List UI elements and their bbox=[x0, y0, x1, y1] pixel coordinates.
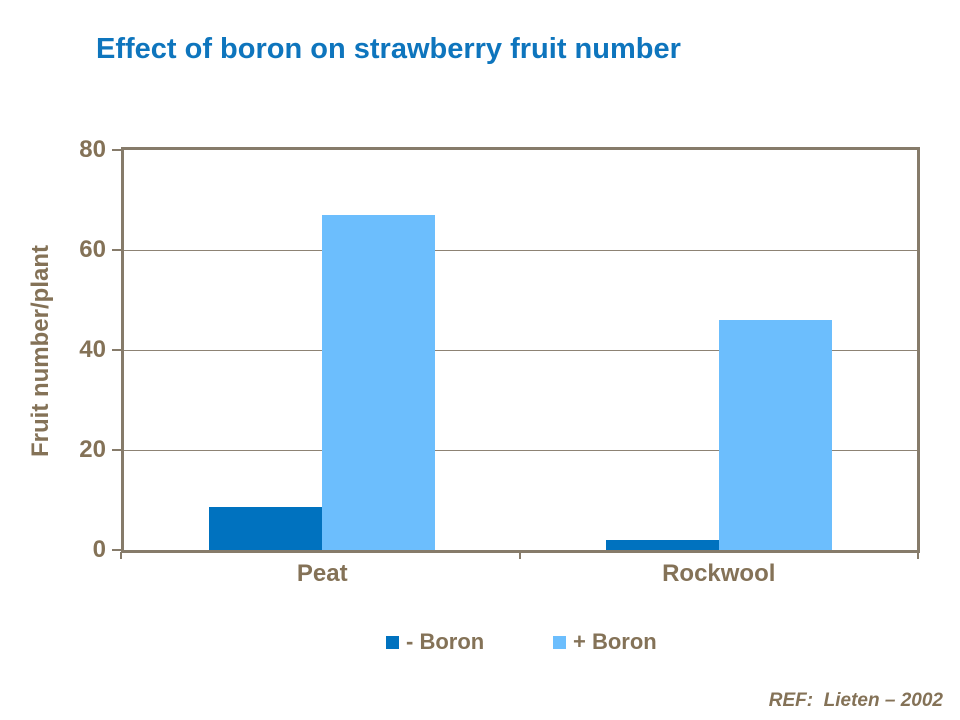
bar-boron-peat bbox=[322, 215, 436, 550]
x-tick-mark-0 bbox=[120, 552, 122, 559]
gridline-40 bbox=[124, 349, 917, 351]
x-tick-mark-2 bbox=[917, 552, 919, 559]
legend-item-boron: - Boron bbox=[386, 629, 485, 654]
y-tick-label-80: 80 bbox=[79, 136, 106, 163]
bar-boron-rockwool bbox=[718, 320, 832, 550]
y-tick-label-0: 0 bbox=[92, 536, 106, 563]
y-tick-mark-80 bbox=[112, 149, 121, 151]
gridline-20 bbox=[124, 449, 917, 451]
y-tick-label-40: 40 bbox=[79, 336, 106, 363]
plot-area bbox=[121, 147, 920, 553]
reference-text: REF: Lieten – 2002 bbox=[768, 690, 943, 711]
legend-swatch-boron bbox=[553, 635, 566, 649]
legend-item-boron: + Boron bbox=[553, 629, 657, 654]
y-axis-title: Fruit number/plant bbox=[27, 245, 54, 457]
x-tick-mark-1 bbox=[518, 552, 521, 559]
bar-boron-peat bbox=[209, 507, 323, 550]
y-tick-mark-40 bbox=[112, 349, 121, 351]
legend-label-boron: - Boron bbox=[406, 629, 485, 654]
legend-label-boron: + Boron bbox=[573, 629, 657, 654]
legend-swatch-boron bbox=[386, 635, 399, 649]
category-label-peat: Peat bbox=[296, 560, 348, 587]
gridline-60 bbox=[124, 249, 917, 251]
y-tick-label-60: 60 bbox=[79, 236, 106, 263]
y-tick-mark-0 bbox=[112, 549, 121, 551]
y-tick-mark-60 bbox=[112, 249, 121, 251]
category-label-rockwool: Rockwool bbox=[662, 560, 776, 587]
chart-title: Effect of boron on strawberry fruit numb… bbox=[96, 33, 681, 65]
bar-boron-rockwool bbox=[605, 540, 719, 550]
plot-inner bbox=[124, 150, 917, 550]
y-tick-label-20: 20 bbox=[79, 436, 106, 463]
y-tick-mark-20 bbox=[112, 449, 121, 451]
